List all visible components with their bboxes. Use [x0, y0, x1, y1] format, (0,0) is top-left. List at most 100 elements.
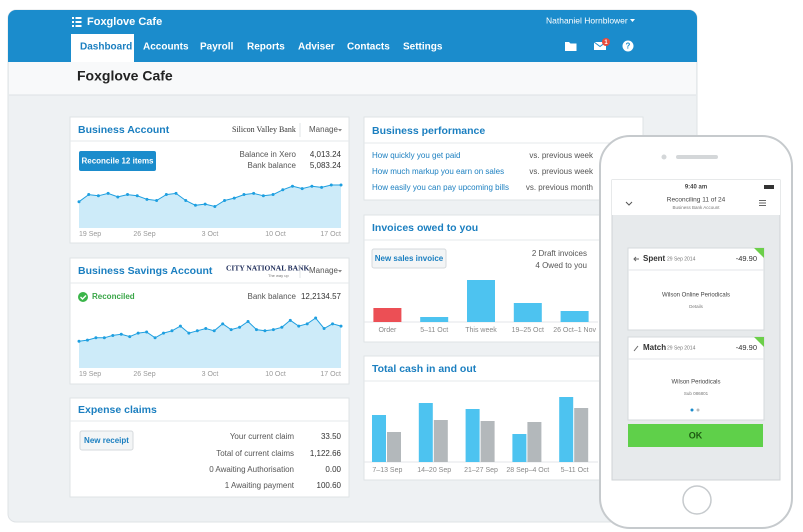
sparkline-point [77, 339, 81, 343]
sparkline-point [223, 199, 227, 203]
sparkline-point [261, 194, 265, 198]
row-value: 33.50 [321, 432, 342, 441]
sparkline-point [212, 329, 216, 333]
sparkline-point [119, 332, 123, 336]
comparison: vs. previous month [526, 183, 593, 192]
speaker [676, 155, 718, 159]
sparkline-point [116, 195, 120, 199]
panel-title[interactable]: Total cash in and out [372, 363, 477, 375]
sparkline-point [310, 184, 314, 188]
card-action: Spent [643, 254, 666, 263]
x-label: 19 Sep [79, 231, 101, 238]
bank-tagline: The way up [268, 273, 289, 278]
panel-title[interactable]: Business performance [372, 125, 485, 137]
x-label: This week [465, 327, 497, 334]
row-label: Bank balance [248, 161, 297, 170]
page-dot [696, 408, 700, 412]
sparkline-point [229, 328, 233, 332]
sparkline-point [238, 325, 242, 329]
link[interactable]: How easily you can pay upcoming bills [372, 183, 509, 192]
ok-button[interactable] [628, 424, 763, 447]
manage-menu[interactable]: Manage [309, 266, 338, 275]
card-detail[interactable]: Details [689, 304, 704, 309]
home-button[interactable] [682, 485, 712, 515]
org-name[interactable]: Foxglove Cafe [87, 16, 162, 28]
bank-logo: Silicon Valley Bank [232, 125, 296, 134]
comparison: vs. previous week [529, 167, 594, 176]
card-payee: Wilson Online Periodicals [662, 293, 730, 299]
ok-label[interactable]: OK [689, 430, 703, 440]
x-label: 3 Oct [202, 231, 219, 238]
manage-menu[interactable]: Manage [309, 125, 338, 134]
back-icon[interactable] [625, 201, 633, 206]
nav-tab[interactable]: Adviser [298, 42, 335, 53]
sparkline-point [145, 330, 149, 334]
sparkline-point [87, 193, 91, 197]
card[interactable] [627, 336, 765, 421]
sparkline-point [178, 324, 182, 328]
row-value: 12,2134.57 [301, 292, 342, 301]
panel-title[interactable]: Business Savings Account [78, 265, 213, 277]
card[interactable] [627, 247, 765, 331]
sparkline-point [339, 324, 343, 328]
panel-title[interactable]: Invoices owed to you [372, 222, 478, 234]
sparkline: 19 Sep 26 Sep 3 Oct 10 Oct 17 Oct [77, 183, 343, 238]
sparkline-point [153, 336, 157, 340]
card-flag [754, 337, 764, 347]
mail-badge-count: 1 [604, 40, 608, 46]
bar [513, 303, 542, 322]
nav-tab[interactable]: Reports [247, 42, 285, 53]
nav-tab[interactable]: Payroll [200, 42, 234, 53]
menu-icon[interactable] [72, 17, 82, 27]
sparkline-point [102, 336, 106, 340]
button[interactable] [79, 430, 134, 451]
nav-tab[interactable]: Dashboard [80, 42, 132, 53]
card-amount: -49.90 [736, 343, 757, 352]
sparkline-point [164, 193, 168, 197]
status-time: 9:40 am [685, 185, 707, 191]
x-label: 19–25 Oct [512, 327, 544, 334]
nav-tab[interactable]: Settings [403, 42, 443, 53]
sparkline-point [96, 194, 100, 198]
x-label: 10 Oct [265, 231, 286, 238]
help-icon[interactable] [622, 40, 634, 52]
sparkline-point [271, 193, 275, 197]
x-label: 5–11 Oct [561, 467, 589, 474]
nav-tab[interactable]: Contacts [347, 42, 390, 53]
check-icon [78, 292, 88, 302]
battery [764, 185, 774, 189]
sparkline-point [329, 183, 333, 187]
link[interactable]: How quickly you get paid [372, 151, 461, 160]
button-label[interactable]: New sales invoice [375, 254, 444, 263]
files-icon[interactable] [565, 42, 577, 51]
button[interactable] [79, 151, 156, 171]
card-action: Match [643, 343, 666, 352]
panel-title[interactable]: Expense claims [78, 404, 157, 416]
sparkline-point [221, 322, 225, 326]
header [8, 10, 697, 62]
active-tab[interactable] [71, 34, 134, 62]
sparkline-point [297, 324, 301, 328]
link[interactable]: How much markup you earn on sales [372, 167, 504, 176]
bar [373, 308, 402, 322]
button-label[interactable]: New receipt [84, 436, 129, 445]
sparkline-point [162, 331, 166, 335]
nav-tab[interactable]: Accounts [143, 42, 189, 53]
camera [661, 154, 667, 160]
phone-header [612, 180, 780, 215]
bar [420, 317, 449, 322]
user-name[interactable]: Nathaniel Hornblower [546, 15, 628, 25]
button-label[interactable]: Reconcile 12 items [81, 157, 154, 166]
phone-subtitle: Business Bank Account [672, 205, 720, 210]
bar [467, 280, 495, 322]
button[interactable] [371, 248, 447, 269]
sparkline-point [174, 191, 178, 195]
sparkline-point [77, 200, 81, 204]
sparkline-area [79, 318, 341, 368]
list-icon[interactable] [759, 200, 766, 206]
panel-title[interactable]: Business Account [78, 124, 170, 136]
user-caret[interactable] [630, 19, 635, 22]
sparkline-point [170, 329, 174, 333]
help-mark: ? [626, 42, 631, 51]
caret [338, 129, 342, 132]
